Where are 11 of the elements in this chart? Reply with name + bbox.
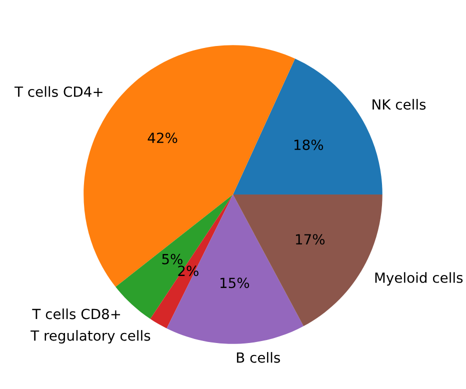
data-label: 15%	[220, 278, 250, 288]
slice-label: T cells CD4+	[14, 86, 102, 97]
data-label: 17%	[296, 234, 325, 245]
slice-label: NK cells	[372, 98, 426, 110]
data-label: 18%	[294, 140, 324, 150]
slice-label: Myeloid cells	[375, 272, 463, 286]
data-label: 5%	[162, 254, 182, 264]
data-label: 42%	[148, 132, 178, 144]
slice-label: B cells	[236, 352, 280, 363]
slice-label: T cells CD8+	[32, 308, 120, 320]
slice-label: T regulatory cells	[30, 330, 150, 344]
